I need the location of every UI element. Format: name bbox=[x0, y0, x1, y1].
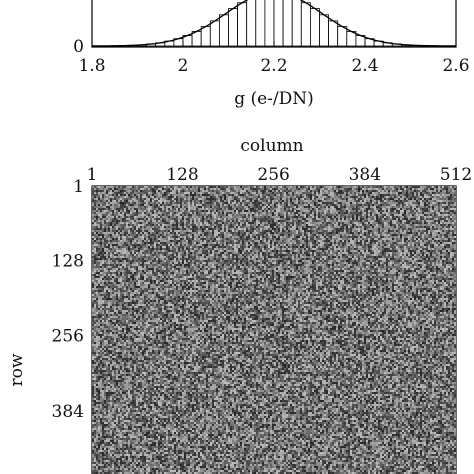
histogram-bar bbox=[209, 20, 220, 47]
heatmap-x-ticks: 1 128 256 384 512 bbox=[87, 165, 473, 185]
heatmap-y-tick-label: 384 bbox=[52, 402, 84, 422]
histogram-bar bbox=[291, 0, 302, 47]
histogram-bar bbox=[328, 20, 339, 47]
histogram-y-tick-label: 0 bbox=[73, 37, 84, 57]
heatmap-y-tick-label: 128 bbox=[52, 252, 84, 272]
heatmap-y-tick-label: 1 bbox=[73, 177, 84, 197]
heatmap-noise-image bbox=[92, 186, 456, 474]
histogram-x-tick-label: 2 bbox=[178, 56, 189, 76]
histogram-bar bbox=[228, 8, 238, 47]
histogram-bar bbox=[255, 0, 266, 47]
histogram-bar bbox=[282, 0, 293, 47]
heatmap-y-axis-label: row bbox=[7, 353, 27, 386]
histogram-bar bbox=[200, 26, 211, 47]
heatmap-title: column bbox=[240, 136, 303, 156]
histogram-bar bbox=[218, 14, 229, 47]
histogram-bar bbox=[246, 0, 257, 47]
histogram-x-tick-label: 1.8 bbox=[78, 56, 105, 76]
histogram-bars bbox=[91, 0, 457, 47]
histogram-bar bbox=[309, 8, 320, 47]
histogram-x-ticks: 1.8 2 2.2 2.4 2.6 bbox=[78, 41, 470, 76]
histogram-x-axis-label: g (e-/DN) bbox=[234, 89, 314, 109]
histogram-x-tick-label: 2.6 bbox=[442, 56, 469, 76]
histogram-bar bbox=[273, 0, 284, 47]
heatmap-x-tick-label: 512 bbox=[440, 165, 472, 185]
histogram-x-tick-label: 2.4 bbox=[351, 56, 378, 76]
histogram-bar bbox=[237, 2, 248, 47]
heatmap-x-tick-label: 1 bbox=[87, 165, 98, 185]
gaussian-fit-curve bbox=[92, 0, 456, 47]
histogram-bar bbox=[300, 2, 311, 47]
histogram-frame bbox=[91, 0, 457, 48]
histogram-bar bbox=[319, 14, 330, 47]
heatmap-y-ticks: 1 128 256 384 bbox=[52, 177, 84, 422]
histogram-bar bbox=[337, 26, 348, 47]
histogram-x-tick-label: 2.2 bbox=[260, 56, 287, 76]
heatmap-x-tick-label: 384 bbox=[349, 165, 381, 185]
heatmap-y-tick-label: 256 bbox=[52, 327, 84, 347]
heatmap-x-tick-label: 256 bbox=[257, 165, 289, 185]
histogram-bar bbox=[264, 0, 275, 47]
heatmap-x-tick-label: 128 bbox=[166, 165, 198, 185]
histogram-panel: 1.8 2 2.2 2.4 2.6 0 g (e-/DN) bbox=[73, 0, 470, 109]
